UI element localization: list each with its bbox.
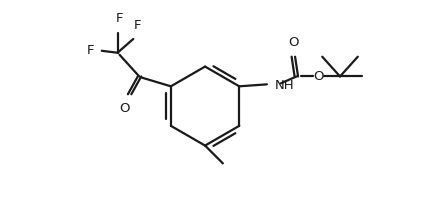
- Text: O: O: [119, 102, 130, 115]
- Text: O: O: [288, 36, 299, 49]
- Text: F: F: [133, 19, 141, 32]
- Text: NH: NH: [275, 79, 295, 92]
- Text: F: F: [87, 44, 94, 57]
- Text: O: O: [313, 70, 324, 83]
- Text: F: F: [116, 12, 123, 25]
